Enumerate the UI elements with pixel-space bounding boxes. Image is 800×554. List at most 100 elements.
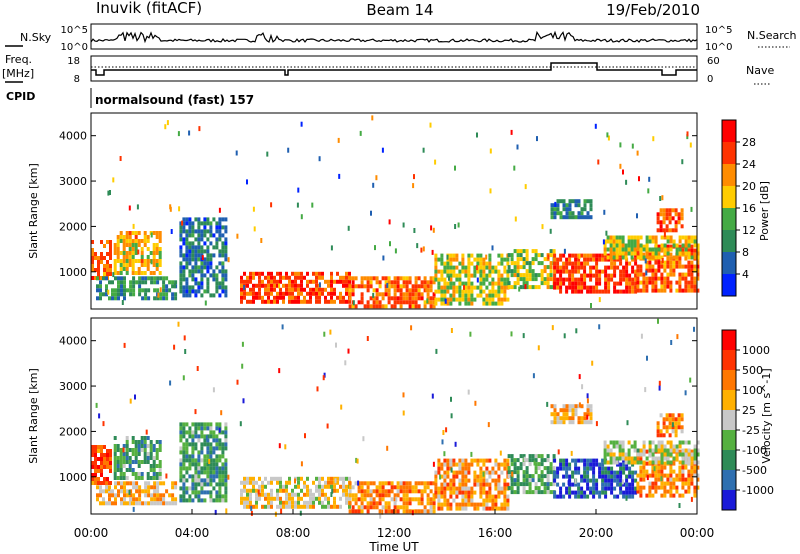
range-cell [411, 300, 415, 305]
range-cell [294, 484, 297, 489]
range-cell [681, 493, 685, 498]
range-cell [435, 348, 438, 354]
range-cell [291, 500, 294, 505]
range-cell [543, 265, 547, 270]
range-cell [628, 261, 632, 266]
range-cell [467, 297, 471, 302]
range-cell [396, 489, 400, 494]
range-cell [452, 498, 456, 503]
range-cell [568, 474, 572, 479]
range-cell [575, 328, 578, 334]
range-cell [119, 468, 123, 472]
range-cell [432, 461, 435, 467]
range-cell [147, 493, 151, 498]
range-cell [479, 494, 483, 499]
range-cell [200, 269, 204, 274]
range-cell [443, 486, 447, 491]
range-cell [452, 269, 456, 274]
range-cell [553, 261, 557, 266]
range-cell [583, 285, 587, 290]
range-cell [224, 434, 228, 439]
range-cell [443, 293, 447, 298]
range-cell [621, 444, 625, 449]
power-colorbar-label: Power [dB] [758, 181, 771, 241]
range-cell [137, 271, 141, 275]
range-cell [513, 265, 517, 270]
range-cell [606, 452, 610, 457]
range-cell [440, 289, 444, 294]
range-cell [185, 229, 189, 234]
range-cell [446, 254, 449, 260]
range-cell [113, 436, 117, 440]
range-cell [261, 299, 264, 304]
range-cell [642, 465, 646, 470]
range-cell [571, 261, 575, 266]
range-cell [672, 485, 676, 490]
range-cell [485, 261, 489, 266]
range-cell [252, 283, 255, 288]
range-cell [426, 509, 430, 514]
range-cell [510, 331, 513, 337]
range-cell [507, 281, 511, 286]
range-cell [562, 458, 566, 463]
range-cell [455, 462, 459, 467]
range-cell [221, 454, 225, 459]
range-cell [482, 478, 486, 483]
range-cell [522, 281, 526, 286]
range-cell [609, 255, 613, 260]
range-cell [690, 252, 694, 257]
range-cell [255, 295, 258, 300]
range-cell [147, 288, 151, 293]
range-cell [668, 228, 672, 233]
range-cell [179, 422, 183, 427]
range-cell [182, 257, 186, 262]
range-cell [128, 251, 132, 255]
range-cell [273, 275, 276, 280]
range-cell [203, 225, 207, 230]
range-cell [660, 235, 664, 240]
range-cell [348, 279, 351, 284]
range-cell [675, 448, 679, 453]
range-cell [113, 267, 117, 271]
range-cell [659, 413, 663, 418]
range-cell [215, 273, 219, 278]
range-cell [106, 240, 109, 244]
range-cell [549, 265, 553, 270]
range-cell [134, 460, 138, 464]
range-cell [603, 460, 607, 465]
range-cell [270, 500, 273, 505]
range-cell [212, 478, 216, 483]
cpid-value: normalsound (fast) 157 [95, 93, 254, 107]
range-cell [345, 299, 348, 304]
range-cell [559, 490, 563, 495]
range-cell [571, 265, 575, 270]
range-cell [449, 297, 453, 302]
range-cell [580, 265, 584, 270]
range-cell [109, 469, 112, 473]
range-cell [586, 482, 590, 487]
range-cell [639, 489, 643, 494]
range-cell [479, 269, 483, 274]
range-cell [434, 470, 438, 475]
range-cell [369, 304, 373, 309]
range-cell [488, 490, 492, 495]
range-cell [384, 493, 388, 498]
range-cell [568, 416, 572, 421]
range-cell [497, 289, 501, 294]
range-cell [607, 289, 611, 294]
range-cell [627, 460, 631, 465]
nsky-tick-high: 10^5 [61, 25, 88, 36]
range-cell [681, 456, 685, 461]
range-cell [543, 458, 547, 463]
range-cell [381, 509, 384, 515]
power-plot-area [91, 115, 700, 309]
range-cell [203, 442, 207, 447]
range-cell [387, 288, 391, 293]
range-cell [288, 291, 291, 296]
range-cell [488, 506, 492, 511]
range-cell [693, 255, 697, 260]
range-cell [479, 277, 483, 282]
range-cell [273, 279, 276, 284]
range-cell [622, 265, 626, 270]
range-cell [500, 301, 504, 306]
